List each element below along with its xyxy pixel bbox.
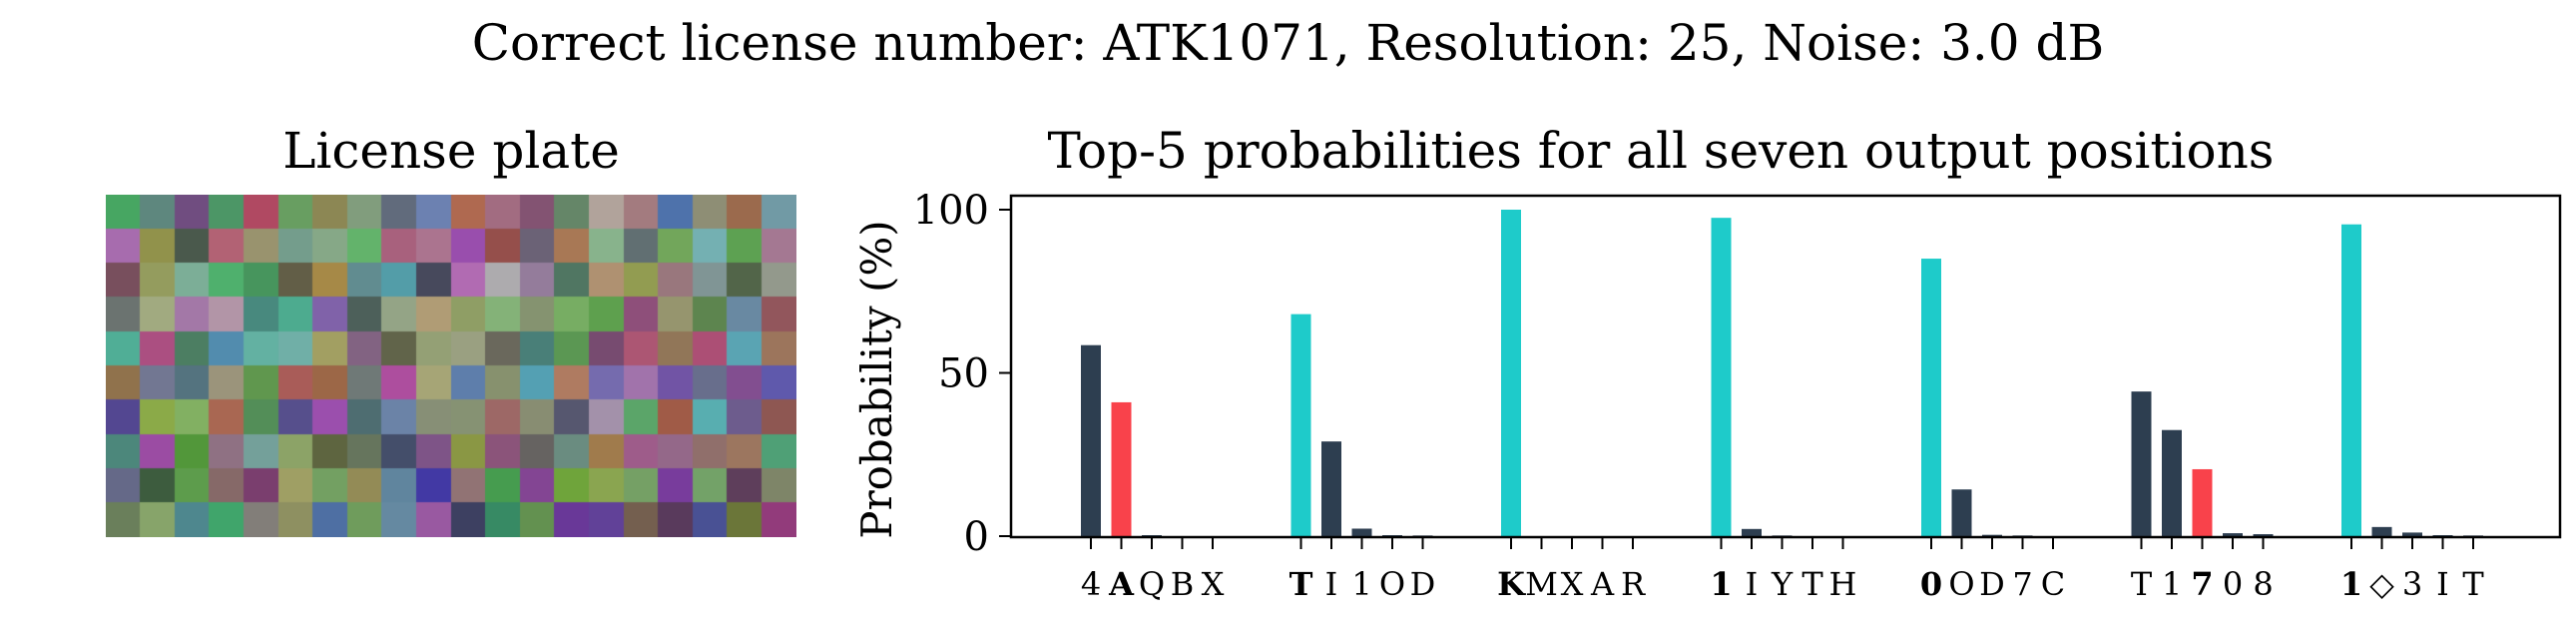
x-tick-label-pos6-5: 8: [2253, 565, 2273, 603]
bar-pos2-5: [1412, 535, 1433, 536]
x-tick-label-pos5-4: 7: [2012, 565, 2032, 603]
x-tick-label-pos5-5: C: [2041, 565, 2065, 603]
y-tick-label-0: 0: [964, 514, 989, 560]
bar-pos4-3: [1772, 535, 1793, 536]
y-axis-label: Probability (%): [852, 220, 901, 538]
bar-pos7-3: [2402, 532, 2422, 536]
x-tick-label-pos7-2: ◇: [2369, 565, 2394, 603]
x-tick-label-pos7-5: T: [2462, 565, 2484, 603]
bar-pos5-3: [1982, 534, 2002, 536]
x-tick-label-pos6-4: 0: [2223, 565, 2243, 603]
bar-pos2-2: [1321, 441, 1341, 536]
bar-pos5-2: [1951, 489, 1972, 536]
bar-pos6-2: [2162, 429, 2182, 536]
chart-title: Top-5 probabilities for all seven output…: [1048, 122, 2275, 180]
bar-pos2-1: [1290, 314, 1311, 536]
x-tick-label-pos4-1: 1: [1710, 565, 1732, 603]
x-tick-label-pos4-2: I: [1746, 565, 1759, 603]
x-tick-label-pos6-2: 1: [2162, 565, 2182, 603]
figure-suptitle: Correct license number: ATK1071, Resolut…: [471, 14, 2105, 72]
x-tick-label-pos7-1: 1: [2340, 565, 2362, 603]
x-tick-label-pos3-1: K: [1497, 565, 1526, 603]
x-tick-label-pos5-3: D: [1979, 565, 2005, 603]
x-tick-label-pos7-4: I: [2436, 565, 2449, 603]
x-tick-label-pos2-4: O: [1379, 565, 1405, 603]
bar-pos2-4: [1382, 535, 1402, 536]
x-tick-label-pos6-1: T: [2131, 565, 2153, 603]
bar-pos1-3: [1142, 535, 1162, 536]
x-tick-label-pos2-1: T: [1289, 565, 1313, 603]
bar-pos7-4: [2432, 535, 2453, 536]
plot-frame: [1009, 194, 2562, 539]
x-tick-label-pos1-5: X: [1202, 565, 1225, 603]
x-tick-label-pos4-4: T: [1802, 565, 1823, 603]
x-tick-label-pos4-5: H: [1829, 565, 1857, 603]
x-tick-label-pos1-1: 4: [1081, 565, 1101, 603]
license-plate-title: License plate: [282, 122, 620, 180]
bar-pos1-1: [1081, 344, 1101, 536]
bar-pos3-1: [1501, 210, 1521, 536]
bar-pos6-5: [2253, 534, 2274, 536]
bar-pos4-1: [1711, 218, 1732, 537]
x-tick-label-pos7-3: 3: [2402, 565, 2422, 603]
bar-pos6-3: [2192, 468, 2213, 536]
bar-pos5-4: [2012, 535, 2033, 536]
bar-pos7-5: [2463, 535, 2483, 536]
x-tick-label-pos1-3: Q: [1139, 565, 1165, 603]
bar-pos6-4: [2223, 533, 2243, 536]
license-plate-image: [106, 195, 796, 537]
x-tick-label-pos3-5: R: [1621, 565, 1646, 603]
x-tick-label-pos6-3: 7: [2191, 565, 2213, 603]
x-tick-label-pos4-3: Y: [1771, 565, 1794, 603]
bar-pos2-3: [1351, 528, 1372, 536]
bar-pos5-1: [1921, 259, 1941, 536]
y-tick-label-100: 100: [913, 188, 989, 234]
bar-pos1-2: [1111, 401, 1132, 536]
x-tick-label-pos3-3: X: [1561, 565, 1584, 603]
x-tick-label-pos2-3: 1: [1351, 565, 1371, 603]
x-tick-label-pos3-4: A: [1590, 565, 1615, 603]
x-tick-label-pos5-1: 0: [1920, 565, 1942, 603]
bar-pos6-1: [2131, 391, 2152, 536]
bar-pos7-1: [2341, 224, 2361, 536]
x-tick-label-pos5-2: O: [1948, 565, 1974, 603]
x-tick-label-pos1-4: B: [1171, 565, 1195, 603]
bar-pos4-2: [1742, 528, 1762, 536]
x-tick-label-pos2-5: D: [1410, 565, 1436, 603]
y-tick-label-50: 50: [938, 351, 989, 397]
x-tick-label-pos2-2: I: [1325, 565, 1338, 603]
x-tick-label-pos1-2: A: [1108, 565, 1135, 603]
bar-pos7-2: [2371, 526, 2392, 536]
x-tick-label-pos3-2: M: [1525, 565, 1558, 603]
